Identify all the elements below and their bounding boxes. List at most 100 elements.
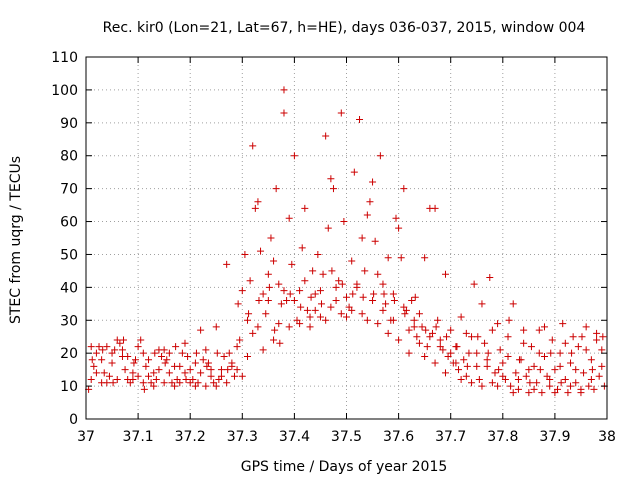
x-tick-label: 37 — [77, 429, 95, 445]
data-point — [413, 333, 421, 341]
data-point — [202, 346, 210, 354]
data-point — [526, 379, 534, 387]
data-point — [580, 369, 588, 377]
data-point — [585, 382, 593, 390]
data-point — [494, 320, 502, 328]
data-point — [374, 320, 382, 328]
x-tick-label: 37.7 — [435, 429, 466, 445]
data-point — [547, 349, 555, 357]
data-point — [88, 356, 96, 364]
data-point — [504, 352, 512, 360]
data-point — [556, 349, 564, 357]
data-point — [207, 366, 215, 374]
data-point — [538, 389, 546, 397]
data-point — [246, 277, 254, 285]
data-point — [348, 257, 356, 265]
data-point — [546, 382, 554, 390]
data-point — [374, 270, 382, 278]
data-point — [172, 343, 180, 351]
data-point — [277, 300, 285, 308]
data-point — [559, 320, 567, 328]
data-point — [382, 300, 390, 308]
data-point — [530, 385, 538, 393]
data-point — [577, 389, 585, 397]
data-point — [249, 329, 257, 337]
data-point — [598, 346, 606, 354]
data-point — [363, 316, 371, 324]
data-point — [105, 372, 113, 380]
data-point — [275, 280, 283, 288]
data-point — [349, 290, 357, 298]
data-point — [171, 382, 179, 390]
data-point — [587, 376, 595, 384]
data-point — [400, 185, 408, 193]
data-point — [478, 300, 486, 308]
data-point — [348, 306, 356, 314]
data-point — [483, 356, 491, 364]
data-point — [296, 320, 304, 328]
data-point — [155, 346, 163, 354]
data-point — [225, 349, 233, 357]
x-tick-label: 37.3 — [227, 429, 258, 445]
data-point — [100, 369, 108, 377]
data-point — [338, 280, 346, 288]
data-point — [124, 352, 132, 360]
data-point — [507, 382, 515, 390]
data-point — [369, 297, 377, 305]
data-point — [129, 376, 137, 384]
data-point — [137, 336, 145, 344]
data-point — [288, 260, 296, 268]
x-tick-label: 37.9 — [539, 429, 570, 445]
data-point — [165, 349, 173, 357]
data-point — [244, 352, 252, 360]
data-point — [350, 168, 358, 176]
data-point — [296, 287, 304, 295]
data-point — [379, 280, 387, 288]
data-point — [460, 356, 468, 364]
data-point — [361, 267, 369, 275]
data-point — [298, 244, 306, 252]
data-point — [145, 356, 153, 364]
data-point — [182, 376, 190, 384]
data-point — [184, 352, 192, 360]
data-point — [191, 359, 199, 367]
data-point — [160, 379, 168, 387]
data-point — [453, 343, 461, 351]
data-point — [441, 270, 449, 278]
data-point — [151, 349, 159, 357]
data-point — [540, 352, 548, 360]
data-point — [540, 323, 548, 331]
data-point — [473, 362, 481, 370]
data-point — [410, 323, 418, 331]
data-point — [254, 198, 262, 206]
data-point — [418, 323, 426, 331]
data-point — [423, 343, 431, 351]
y-tick-label: 80 — [60, 149, 78, 165]
data-point — [129, 369, 137, 377]
data-point — [426, 333, 434, 341]
data-point — [499, 359, 507, 367]
data-point — [340, 218, 348, 226]
data-point — [306, 323, 314, 331]
data-point — [95, 343, 103, 351]
data-point — [244, 316, 252, 324]
data-point — [212, 382, 220, 390]
data-point — [533, 379, 541, 387]
data-point — [495, 366, 503, 374]
data-point — [134, 372, 142, 380]
data-point — [356, 116, 364, 124]
data-point — [213, 349, 221, 357]
data-point — [264, 297, 272, 305]
data-point — [337, 310, 345, 318]
y-tick-label: 90 — [60, 116, 78, 132]
data-point — [332, 283, 340, 291]
data-point — [120, 336, 128, 344]
data-point — [572, 379, 580, 387]
data-point — [376, 152, 384, 160]
data-point — [155, 366, 163, 374]
x-tick-label: 37.6 — [383, 429, 414, 445]
data-point — [316, 313, 324, 321]
data-point — [337, 109, 345, 117]
data-point — [595, 372, 603, 380]
data-point — [432, 323, 440, 331]
